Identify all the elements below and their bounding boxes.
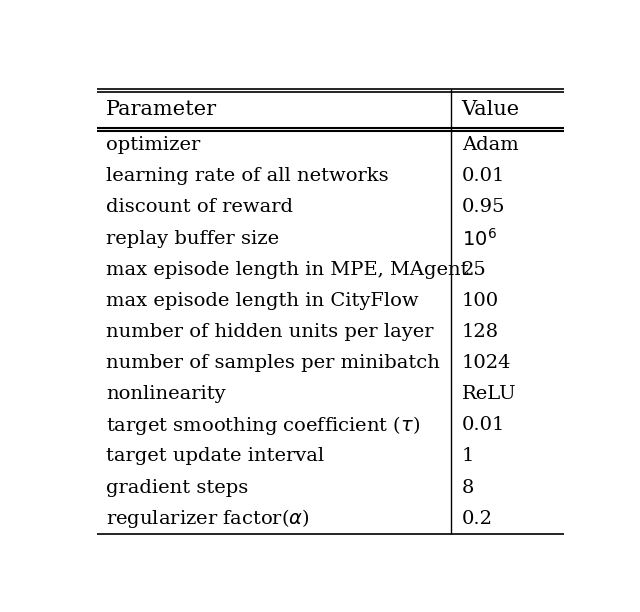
Text: Adam: Adam	[461, 136, 518, 154]
Text: 0.01: 0.01	[461, 167, 505, 185]
Text: $10^6$: $10^6$	[461, 228, 497, 250]
Text: discount of reward: discount of reward	[106, 198, 293, 217]
Text: number of samples per minibatch: number of samples per minibatch	[106, 354, 440, 372]
Text: 0.2: 0.2	[461, 510, 493, 528]
Text: optimizer: optimizer	[106, 136, 200, 154]
Text: 0.01: 0.01	[461, 416, 505, 435]
Text: gradient steps: gradient steps	[106, 479, 248, 496]
Text: number of hidden units per layer: number of hidden units per layer	[106, 323, 434, 341]
Text: Value: Value	[461, 100, 520, 119]
Text: 1: 1	[461, 447, 474, 466]
Text: 25: 25	[461, 261, 486, 278]
Text: 128: 128	[461, 323, 499, 341]
Text: max episode length in CityFlow: max episode length in CityFlow	[106, 292, 419, 310]
Text: Parameter: Parameter	[106, 100, 218, 119]
Text: 8: 8	[461, 479, 474, 496]
Text: 100: 100	[461, 292, 499, 310]
Text: 1024: 1024	[461, 354, 511, 372]
Text: regularizer factor($\alpha$): regularizer factor($\alpha$)	[106, 507, 310, 530]
Text: target update interval: target update interval	[106, 447, 324, 466]
Text: target smoothing coefficient ($\tau$): target smoothing coefficient ($\tau$)	[106, 414, 420, 437]
Text: max episode length in MPE, MAgent: max episode length in MPE, MAgent	[106, 261, 468, 278]
Text: replay buffer size: replay buffer size	[106, 230, 280, 247]
Text: nonlinearity: nonlinearity	[106, 385, 226, 403]
Text: ReLU: ReLU	[461, 385, 516, 403]
Text: 0.95: 0.95	[461, 198, 505, 217]
Text: learning rate of all networks: learning rate of all networks	[106, 167, 389, 185]
